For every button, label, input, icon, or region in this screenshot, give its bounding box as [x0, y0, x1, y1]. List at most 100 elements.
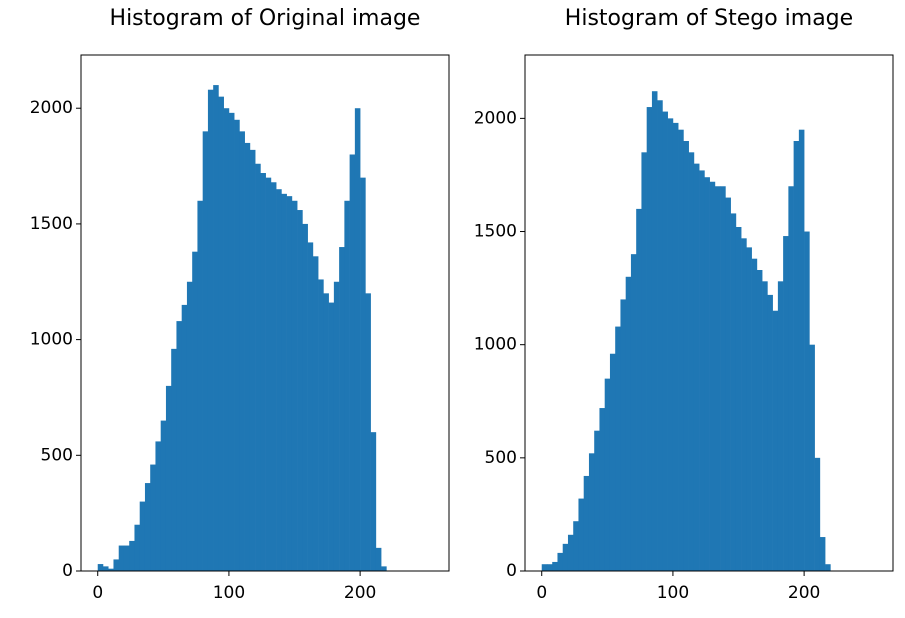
bar — [150, 464, 156, 571]
bar — [804, 231, 810, 572]
bar — [720, 186, 726, 571]
bar — [567, 534, 574, 571]
bar — [588, 453, 595, 571]
bar — [772, 310, 779, 571]
bar — [809, 344, 815, 571]
bar — [693, 163, 700, 571]
y-tick-label: 500 — [41, 445, 73, 465]
bar — [155, 441, 162, 571]
bar — [714, 186, 721, 571]
bar — [819, 537, 826, 571]
bar — [207, 89, 214, 571]
bar — [678, 129, 684, 571]
bar — [328, 302, 335, 571]
bar — [672, 122, 679, 571]
bar — [578, 498, 585, 571]
x-tick-label: 0 — [92, 583, 103, 603]
bar — [583, 475, 590, 571]
bar — [725, 197, 731, 571]
x-tick-label: 100 — [657, 583, 689, 603]
bar — [365, 293, 371, 571]
bar — [825, 564, 831, 571]
bar — [730, 213, 737, 571]
bar — [323, 293, 329, 571]
bar — [176, 321, 182, 571]
bar — [249, 149, 256, 572]
bar — [751, 258, 758, 571]
bar — [381, 566, 387, 571]
bar — [636, 208, 642, 572]
bar — [234, 119, 240, 571]
bar — [552, 561, 558, 571]
bar — [165, 385, 172, 571]
y-tick-label: 1000 — [30, 330, 73, 350]
bar — [562, 543, 569, 571]
bar — [197, 200, 203, 571]
axes-frame — [80, 54, 450, 572]
bar — [307, 242, 314, 571]
bar — [202, 131, 209, 571]
bar — [139, 501, 146, 571]
bar — [265, 177, 272, 571]
bar — [651, 91, 658, 572]
bar — [286, 196, 293, 571]
bar — [123, 545, 130, 571]
bar — [270, 182, 277, 571]
bar — [218, 96, 224, 572]
bar — [186, 281, 193, 571]
y-tick-label: 1000 — [474, 335, 517, 355]
bar — [354, 108, 361, 572]
bar — [667, 118, 674, 572]
bar — [625, 276, 632, 571]
bar — [756, 270, 763, 571]
bar — [767, 294, 773, 571]
bar — [599, 408, 606, 571]
bar — [97, 564, 104, 571]
y-tick-label: 1500 — [30, 214, 73, 234]
y-tick-label: 0 — [62, 561, 73, 581]
y-tick-label: 2000 — [474, 108, 517, 128]
bar — [129, 540, 135, 571]
bar — [144, 483, 151, 571]
bar — [375, 547, 382, 571]
bar — [609, 353, 616, 571]
bar — [134, 524, 141, 571]
bar — [312, 256, 319, 571]
bar — [255, 163, 261, 571]
bar — [699, 170, 705, 571]
bar — [557, 552, 564, 571]
bar — [594, 430, 600, 571]
bar — [260, 173, 266, 571]
bar — [735, 227, 742, 571]
y-tick-label: 500 — [485, 448, 517, 468]
bar — [160, 420, 167, 571]
bar — [541, 564, 548, 571]
bar — [291, 200, 298, 571]
bar — [171, 348, 177, 571]
y-tick-label: 2000 — [30, 98, 73, 118]
bar — [620, 299, 626, 571]
bar — [762, 281, 768, 571]
x-tick-label: 200 — [344, 583, 376, 603]
chart-title: Histogram of Original image — [110, 6, 421, 31]
bar — [704, 177, 710, 572]
bar — [746, 247, 752, 572]
bar — [814, 457, 821, 571]
bar — [709, 181, 716, 571]
chart-title: Histogram of Stego image — [565, 6, 853, 31]
bar — [573, 521, 579, 571]
bar — [118, 545, 125, 571]
bar — [223, 108, 230, 572]
bar — [102, 566, 109, 571]
bar — [777, 281, 784, 571]
bar — [244, 142, 251, 571]
bar — [318, 279, 324, 571]
bar — [798, 129, 805, 571]
bar — [239, 131, 245, 571]
x-tick-label: 200 — [788, 583, 820, 603]
bar — [662, 111, 668, 571]
y-tick-label: 0 — [506, 561, 517, 581]
bar — [657, 100, 663, 572]
bar — [302, 223, 308, 571]
bar — [360, 177, 366, 571]
